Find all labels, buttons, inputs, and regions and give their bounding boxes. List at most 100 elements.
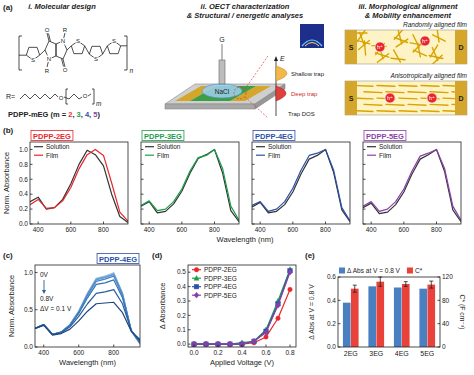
x-tick-label: 0.6 [261, 349, 270, 356]
legend-swatch [339, 268, 345, 274]
plot-area [192, 267, 293, 347]
x-tick [292, 222, 293, 225]
fiber [364, 41, 365, 55]
x-tick [43, 345, 44, 348]
data-point [240, 341, 245, 347]
x-tick [436, 222, 437, 225]
data-point [276, 302, 281, 308]
y2-tick [438, 277, 441, 278]
y-tick-label: 0.3 [177, 297, 186, 304]
title-box [31, 131, 73, 141]
series-line [30, 150, 128, 222]
x-tick-label: 600 [398, 226, 409, 233]
y2-tick-label: 0 [442, 343, 446, 350]
bond [40, 50, 45, 55]
bar [351, 289, 359, 347]
y-axis-label: Δ Absorbance [158, 283, 167, 330]
data-point [264, 330, 269, 336]
fiber [452, 104, 455, 106]
legend-label: Δ Abs at V = 0.8 V [347, 267, 401, 274]
y-tick [338, 277, 341, 278]
plot-frame [252, 142, 350, 224]
x-tick [214, 222, 215, 225]
panel-label: (b) [3, 126, 14, 135]
legend-marker [194, 276, 199, 281]
arrow-head [42, 290, 46, 294]
x-tick [218, 345, 219, 348]
data-point [228, 342, 232, 346]
series-line [194, 272, 290, 344]
y-tick [188, 329, 191, 330]
atom-label: O [63, 67, 68, 73]
x-tick [78, 345, 79, 348]
fiber [394, 50, 401, 62]
legend-label: Solution [157, 143, 181, 150]
legend-swatch [34, 146, 43, 147]
y-tick [188, 286, 191, 287]
electrolyte [202, 84, 242, 98]
carrier [385, 93, 395, 103]
x-tick [194, 345, 195, 348]
chain [20, 94, 55, 99]
electrode-label: D [458, 95, 463, 102]
legend-marker [194, 285, 198, 289]
legend-label: PDPP-4EG [204, 283, 237, 290]
bond [55, 94, 58, 97]
series-line [141, 149, 239, 220]
fiber [421, 85, 439, 87]
legend-swatch [256, 146, 265, 147]
plot-frame [188, 265, 296, 347]
fiber [399, 85, 417, 87]
y-tick [141, 149, 144, 150]
r-label: R= [6, 93, 15, 100]
chart: 4006008000.00.51.0Wavelength (nm)Norm. A… [7, 254, 140, 368]
section-header: iii. Morphological alignment [358, 2, 458, 11]
data-point [228, 341, 233, 346]
film-label: Anisotropically aligned film [389, 72, 467, 80]
fiber [399, 110, 417, 112]
film-area [345, 81, 467, 115]
fiber [396, 39, 408, 47]
fiber [377, 54, 388, 62]
bond [67, 46, 71, 50]
y-tick [363, 194, 366, 195]
fiber [364, 104, 382, 106]
x-tick [403, 222, 404, 225]
active-layer [190, 86, 256, 101]
y2-tick [438, 347, 441, 348]
error-bar [429, 281, 433, 288]
y2-tick-label: 40 [442, 320, 450, 327]
y-tick-label: 0.0 [177, 340, 186, 347]
plot-area [30, 149, 128, 222]
legend-swatch [367, 146, 376, 147]
bond [88, 94, 91, 96]
series-line [194, 269, 290, 344]
y-tick [252, 209, 255, 210]
x-tick [325, 222, 326, 225]
fiber [443, 85, 455, 87]
series-line [35, 274, 140, 344]
section-header: i. Molecular design [28, 2, 96, 11]
y-axis-label: Norm. Absorbance [2, 152, 11, 214]
y-tick [30, 209, 33, 210]
bracket [19, 36, 22, 70]
title: PDPP-2EG [33, 132, 71, 141]
category-label: 5EG [420, 350, 434, 357]
x-tick [260, 222, 261, 225]
repeat-label: m [96, 100, 102, 107]
plot-area [343, 277, 435, 347]
x-tick [103, 222, 104, 225]
y-tick [338, 347, 341, 348]
x-tick-label: 400 [33, 226, 44, 233]
data-point [228, 341, 233, 347]
y2-tick [438, 323, 441, 324]
zoom-circle [234, 87, 246, 99]
title-box [142, 131, 184, 141]
bond [85, 46, 90, 54]
bracket [66, 89, 68, 104]
film: Anisotropically aligned filmSDh⁺h⁺ [345, 72, 470, 115]
atom-label: N [61, 38, 65, 44]
bar [427, 285, 435, 347]
x-tick-label: 600 [65, 226, 76, 233]
plot-frame [30, 142, 128, 224]
